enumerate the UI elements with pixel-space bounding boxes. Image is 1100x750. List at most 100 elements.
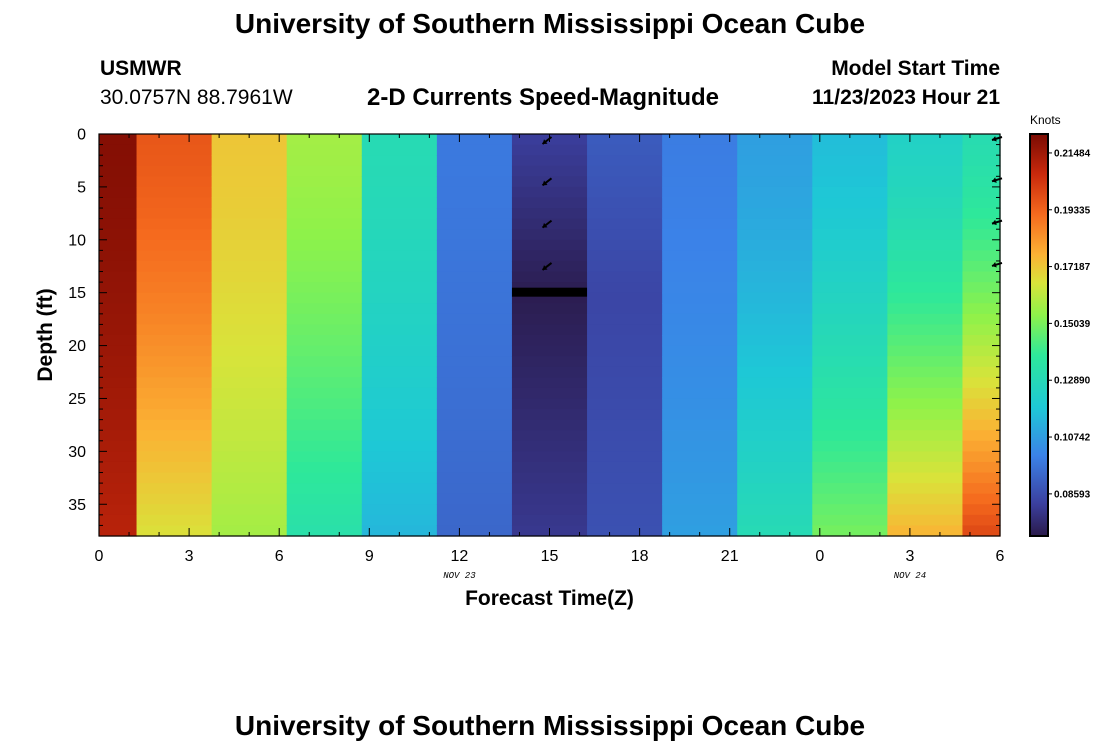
heatmap-cell <box>136 440 213 452</box>
bottom-marker-layer <box>511 287 588 297</box>
vector-head <box>542 222 548 228</box>
heatmap-cell <box>361 282 438 294</box>
heatmap-cell <box>436 493 513 505</box>
model-start-label: Model Start Time <box>831 57 1000 80</box>
heatmap-cell <box>887 271 964 283</box>
heatmap-cell <box>436 409 513 421</box>
heatmap-cell <box>662 134 738 146</box>
heatmap-cell <box>511 430 588 442</box>
heatmap-cell <box>812 250 888 262</box>
heatmap-cell <box>812 525 888 537</box>
heatmap-cell <box>136 313 213 326</box>
heatmap-cell <box>361 493 438 505</box>
heatmap-cell <box>887 514 964 527</box>
heatmap-cell <box>887 525 964 537</box>
heatmap-cell <box>211 377 288 389</box>
heatmap-cell <box>286 377 363 389</box>
y-tick-label: 25 <box>68 391 86 408</box>
heatmap-cell <box>286 409 363 421</box>
heatmap-cell <box>99 324 138 336</box>
heatmap-cell <box>286 303 363 315</box>
heatmap-cell <box>136 218 213 230</box>
heatmap-cell <box>812 303 888 315</box>
heatmap-cell <box>99 260 138 273</box>
heatmap-cell <box>99 440 138 452</box>
heatmap-cell <box>662 430 738 442</box>
heatmap-cell <box>211 345 288 357</box>
heatmap-cell <box>812 186 888 199</box>
heatmap-cell <box>136 155 213 167</box>
heatmap-cell <box>587 409 663 421</box>
heatmap-cell <box>436 229 513 241</box>
heatmap-cell <box>211 303 288 315</box>
heatmap-cell <box>812 504 888 516</box>
heatmap-cell <box>211 419 288 431</box>
heatmap-cell <box>436 303 513 315</box>
heatmap-cell <box>136 250 213 262</box>
heatmap-cell <box>662 303 738 315</box>
heatmap-cell <box>136 504 213 516</box>
heatmap-cell <box>587 271 663 283</box>
heatmap-cell <box>887 134 964 146</box>
heatmap-cell <box>587 282 663 294</box>
heatmap-cell <box>136 197 213 209</box>
heatmap-cell <box>99 419 138 431</box>
heatmap-cell <box>511 155 588 167</box>
heatmap-cell <box>662 176 738 188</box>
heatmap-cell <box>887 282 964 294</box>
heatmap-cell <box>812 419 888 431</box>
station-id: USMWR <box>100 57 182 80</box>
heatmap-cell <box>587 493 663 505</box>
heatmap-cell <box>136 292 213 304</box>
heatmap-cell <box>361 430 438 442</box>
heatmap-cell <box>812 229 888 241</box>
heatmap-cell <box>286 292 363 304</box>
heatmap-cell <box>737 483 813 495</box>
heatmap-cell <box>361 398 438 410</box>
heatmap-cell <box>737 504 813 516</box>
heatmap-cell <box>211 186 288 199</box>
heatmap-cell <box>962 292 1001 304</box>
heatmap-cell <box>812 324 888 336</box>
heatmap-cell <box>436 461 513 474</box>
heatmap-cell <box>662 197 738 209</box>
heatmap-cell <box>812 356 888 368</box>
heatmap-cell <box>887 356 964 368</box>
vector-head <box>542 265 548 270</box>
heatmap-cell <box>887 377 964 389</box>
current-vector-arrow <box>541 219 553 229</box>
heatmap-cell <box>286 165 363 177</box>
heatmap-cell <box>737 134 813 146</box>
heatmap-cell <box>136 483 213 495</box>
heatmap-cell <box>211 398 288 410</box>
heatmap-cell <box>511 451 588 463</box>
heatmap-cell <box>511 387 588 400</box>
heatmap-cell <box>662 144 738 156</box>
heatmap-cell <box>737 461 813 474</box>
heatmap-cell <box>887 313 964 326</box>
heatmap-cell <box>737 176 813 188</box>
heatmap-cell <box>737 345 813 357</box>
heatmap-cell <box>211 461 288 474</box>
heatmap-cell <box>662 282 738 294</box>
heatmap-cell <box>812 165 888 177</box>
heatmap-cell <box>587 218 663 230</box>
heatmap-cell <box>587 250 663 262</box>
heatmap-cell <box>286 229 363 241</box>
heatmap-cell <box>887 493 964 505</box>
heatmap-cell <box>662 313 738 326</box>
heatmap-cell <box>962 155 1001 167</box>
heatmap-cell <box>662 472 738 484</box>
heatmap-cell <box>286 514 363 527</box>
heatmap-cell <box>662 292 738 304</box>
heatmap-cell <box>511 504 588 516</box>
station-coords: 30.0757N 88.7961W <box>100 86 293 109</box>
heatmap-cell <box>737 356 813 368</box>
heatmap-cell <box>136 134 213 146</box>
heatmap-cell <box>361 218 438 230</box>
heatmap-cell <box>99 430 138 442</box>
heatmap-cell <box>587 451 663 463</box>
heatmap-cell <box>887 504 964 516</box>
heatmap-cell <box>511 260 588 273</box>
